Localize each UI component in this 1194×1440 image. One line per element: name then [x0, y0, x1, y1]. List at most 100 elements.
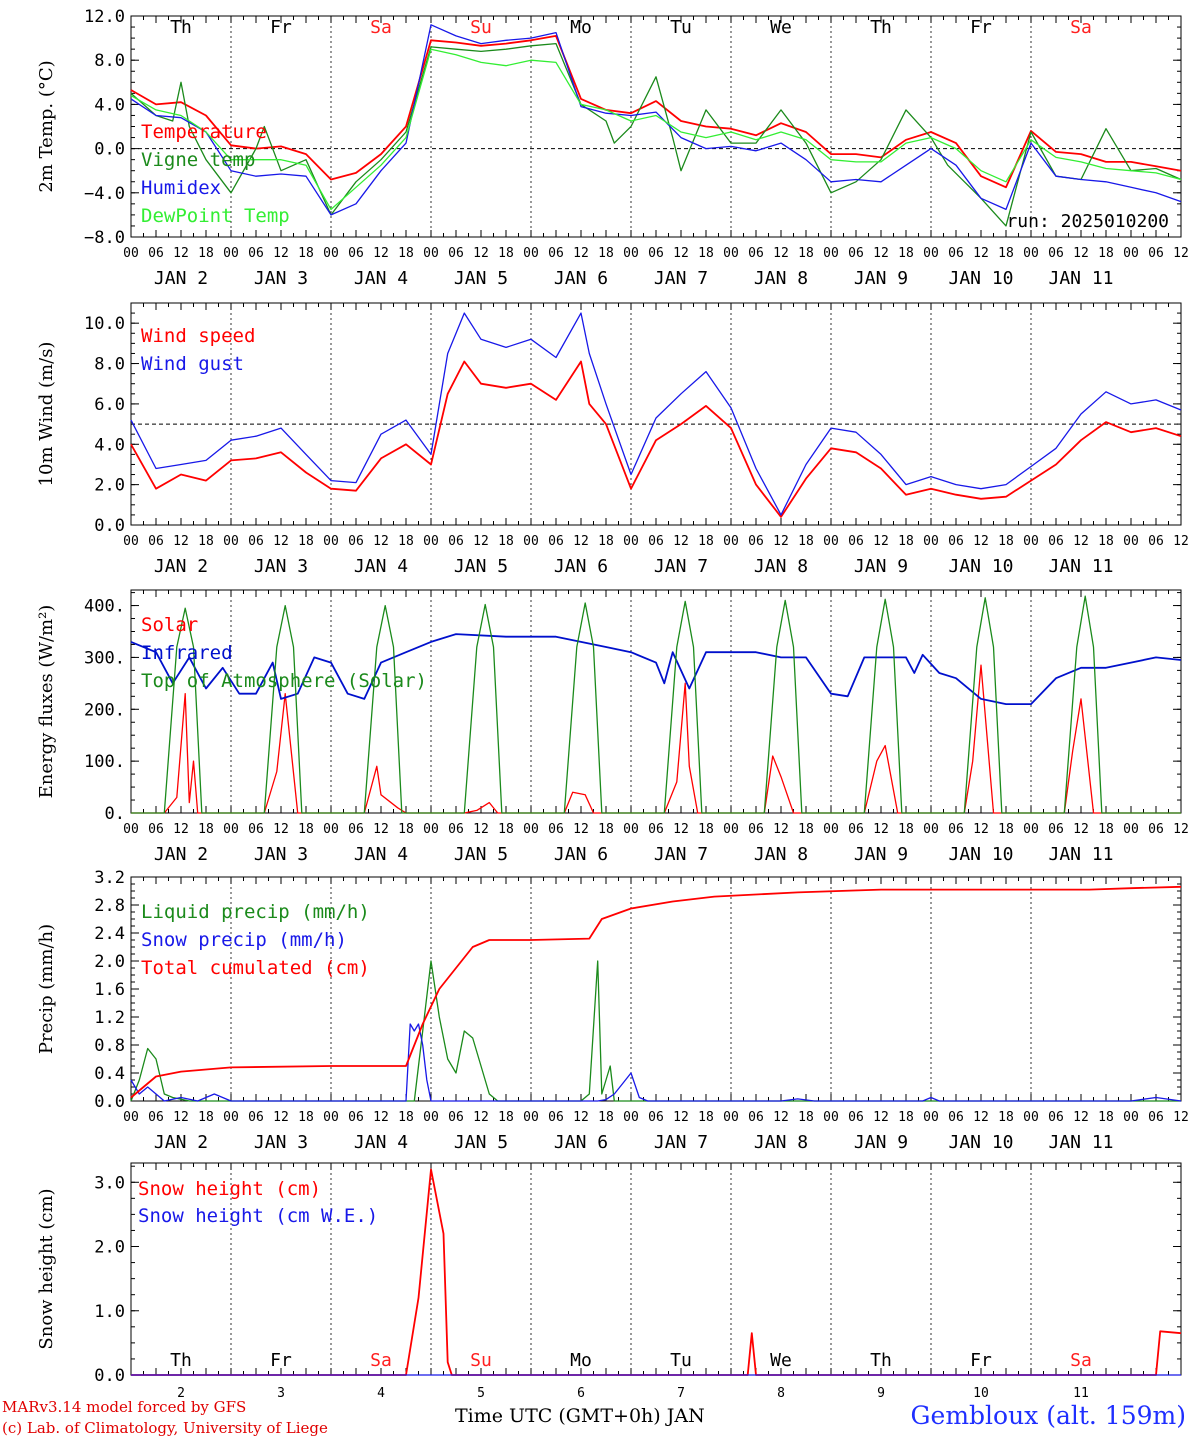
hour-tick-label: 00 — [223, 1110, 239, 1125]
hour-tick-label: 12 — [873, 1110, 889, 1125]
series-line — [130, 312, 1182, 516]
hour-tick-label: 18 — [198, 534, 214, 549]
hour-tick-label: 18 — [398, 1110, 414, 1125]
day-name-label: Th — [170, 17, 192, 38]
series-line — [130, 48, 1182, 211]
hour-tick-label: 12 — [1173, 822, 1189, 837]
hour-tick-label: 06 — [848, 246, 864, 261]
hour-tick-label: 06 — [148, 246, 164, 261]
series-line — [130, 633, 1182, 705]
date-label: JAN 8 — [754, 268, 808, 289]
hour-tick-label: 18 — [898, 1110, 914, 1125]
date-label: JAN 7 — [654, 844, 708, 865]
hour-tick-label: 18 — [998, 822, 1014, 837]
hour-tick-label: 12 — [873, 246, 889, 261]
day-name-label: Fr — [970, 17, 992, 38]
hour-tick-label: 00 — [623, 1110, 639, 1125]
day-name-label: Sa — [370, 17, 392, 38]
date-label: JAN 2 — [154, 556, 208, 577]
hour-tick-label: 12 — [373, 246, 389, 261]
date-label: JAN 11 — [1048, 268, 1113, 289]
hour-tick-label: 18 — [698, 246, 714, 261]
date-label: JAN 10 — [948, 268, 1013, 289]
y-axis-label: 10m Wind (m/s) — [36, 342, 57, 487]
station-title: Gembloux (alt. 159m) — [910, 1401, 1186, 1430]
date-label: JAN 8 — [754, 1132, 808, 1153]
hour-tick-label: 18 — [598, 822, 614, 837]
date-label: JAN 3 — [254, 268, 308, 289]
hour-tick-label: 18 — [498, 534, 514, 549]
date-label: JAN 2 — [154, 1132, 208, 1153]
hour-tick-label: 00 — [1123, 1110, 1139, 1125]
hour-tick-label: 00 — [923, 1110, 939, 1125]
hour-tick-label: 12 — [573, 246, 589, 261]
legend-entry: Top of Atmosphere (Solar) — [141, 670, 427, 692]
legend-entry: Snow height (cm W.E.) — [138, 1205, 378, 1227]
hour-tick-label: 12 — [1173, 1110, 1189, 1125]
hour-tick-label: 06 — [148, 1110, 164, 1125]
hour-tick-label: 18 — [898, 822, 914, 837]
date-label: JAN 6 — [554, 1132, 608, 1153]
hour-tick-label: 12 — [273, 246, 289, 261]
hour-tick-label: 00 — [523, 822, 539, 837]
hour-tick-label: 06 — [348, 246, 364, 261]
y-tick-label: 4.0 — [94, 435, 125, 455]
hour-tick-label: 06 — [748, 822, 764, 837]
y-tick-label: 3.0 — [94, 1173, 125, 1193]
model-credit-line: MARv3.14 model forced by GFS — [2, 1398, 247, 1416]
hour-tick-label: 12 — [273, 822, 289, 837]
hour-tick-label: 00 — [1123, 534, 1139, 549]
date-label: JAN 5 — [454, 1132, 508, 1153]
y-tick-label: 200. — [84, 700, 125, 720]
hour-tick-label: 18 — [798, 534, 814, 549]
date-label: JAN 4 — [354, 556, 408, 577]
hour-tick-label: 18 — [498, 822, 514, 837]
date-label: JAN 10 — [948, 844, 1013, 865]
hour-tick-label: 12 — [673, 822, 689, 837]
hour-tick-label: 00 — [223, 534, 239, 549]
day-name-label: We — [770, 1350, 792, 1371]
hour-tick-label: 18 — [398, 246, 414, 261]
day-name-label: Fr — [270, 17, 292, 38]
y-tick-label: 300. — [84, 648, 125, 668]
series-line — [130, 24, 1182, 216]
date-label: JAN 9 — [854, 268, 908, 289]
hour-tick-label: 06 — [648, 246, 664, 261]
hour-tick-label: 18 — [198, 246, 214, 261]
y-tick-label: 4.0 — [94, 95, 125, 115]
hour-tick-label: 00 — [823, 246, 839, 261]
hour-tick-label: 06 — [948, 246, 964, 261]
legend-entry: Snow precip (mm/h) — [141, 929, 347, 951]
date-label: JAN 9 — [854, 1132, 908, 1153]
y-axis-label: Energy fluxes (W/m²) — [36, 605, 57, 799]
series-line — [130, 42, 1182, 227]
hour-tick-label: 00 — [423, 534, 439, 549]
hour-tick-label: 00 — [323, 534, 339, 549]
legend-entry: Wind gust — [141, 353, 244, 375]
hour-tick-label: 12 — [473, 1110, 489, 1125]
hour-tick-label: 06 — [248, 246, 264, 261]
hour-tick-label: 12 — [473, 246, 489, 261]
day-name-label: Fr — [270, 1350, 292, 1371]
hour-tick-label: 06 — [848, 822, 864, 837]
hour-tick-label: 12 — [973, 246, 989, 261]
series-line — [130, 360, 1182, 518]
hour-tick-label: 12 — [1073, 1110, 1089, 1125]
hour-tick-label: 12 — [173, 534, 189, 549]
meteogram: 12.0 8.0 4.0 0.0 −4.0 −8.0 2m Temp. (°C) Temper… — [36, 7, 1189, 1400]
hour-tick-label: 00 — [1023, 534, 1039, 549]
hour-tick-label: 00 — [323, 822, 339, 837]
hour-tick-label: 00 — [123, 822, 139, 837]
date-label: JAN 4 — [354, 268, 408, 289]
hour-tick-label: 06 — [548, 822, 564, 837]
hour-tick-label: 06 — [848, 534, 864, 549]
hour-tick-label: 00 — [723, 534, 739, 549]
date-label: JAN 7 — [654, 556, 708, 577]
institution-credit-line: (c) Lab. of Climatology, University of L… — [2, 1419, 328, 1437]
day-name-label: Su — [470, 1350, 492, 1371]
hour-tick-label: 12 — [1173, 246, 1189, 261]
hour-tick-label: 06 — [348, 822, 364, 837]
hour-tick-label: 00 — [1023, 1110, 1039, 1125]
hour-tick-label: 12 — [873, 534, 889, 549]
panel-frame — [130, 302, 1182, 526]
